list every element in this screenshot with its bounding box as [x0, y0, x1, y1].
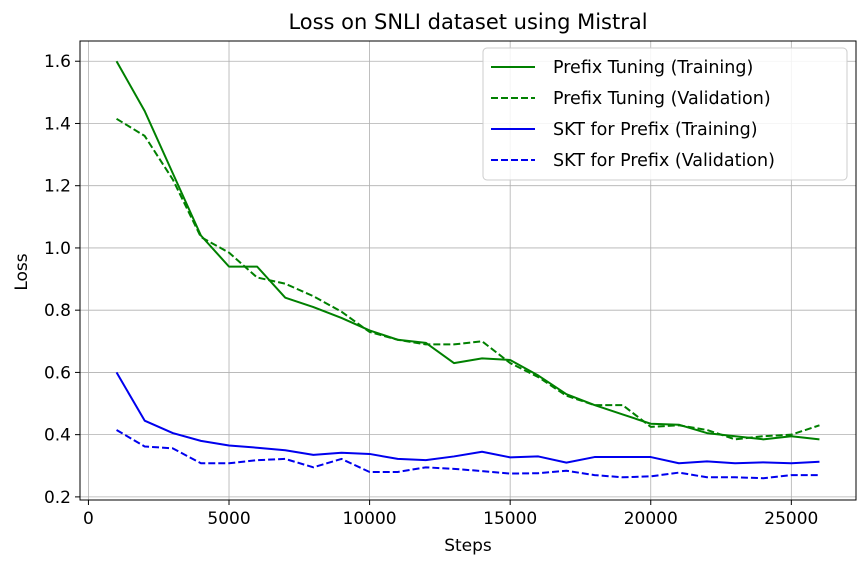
y-tick-label: 1.0 [44, 239, 71, 259]
x-tick-label: 10000 [343, 509, 397, 529]
y-axis-label: Loss [12, 253, 32, 290]
y-tick-label: 1.6 [44, 52, 71, 72]
x-tick-label: 5000 [207, 509, 250, 529]
legend-entry: Prefix Tuning (Training) [491, 58, 753, 78]
y-tick-label: 1.4 [44, 114, 71, 134]
series-line-skt-for-prefix-training [115, 371, 820, 465]
x-tick-label: 25000 [764, 509, 818, 529]
legend-entry: Prefix Tuning (Validation) [491, 89, 771, 109]
series-line-skt-for-prefix-validation [116, 429, 820, 480]
plot-area-frame [79, 40, 857, 501]
legend: Prefix Tuning (Training) Prefix Tuning (V… [482, 47, 848, 181]
chart-title: Loss on SNLI dataset using Mistral [288, 10, 647, 34]
x-axis-label: Steps [444, 536, 492, 556]
legend-label: Prefix Tuning (Validation) [553, 89, 771, 109]
y-tick-label: 0.8 [44, 301, 71, 321]
tick-layer: 0 5000 10000 15000 20000 25000 0.2 0.4 0.6 0.8 1.0… [44, 52, 818, 529]
legend-label: Prefix Tuning (Training) [553, 58, 753, 78]
x-tick-label: 0 [83, 509, 94, 529]
legend-label: SKT for Prefix (Training) [553, 120, 758, 140]
series-layer [115, 60, 820, 480]
y-tick-label: 1.2 [44, 177, 71, 197]
legend-box [482, 47, 848, 181]
y-tick-label: 0.4 [44, 426, 71, 446]
x-tick-label: 15000 [483, 509, 537, 529]
y-tick-label: 0.2 [44, 488, 71, 508]
legend-label: SKT for Prefix (Validation) [553, 151, 775, 171]
legend-entry: SKT for Prefix (Validation) [491, 151, 775, 171]
series-line-prefix-tuning-validation [116, 117, 820, 441]
y-tick-label: 0.6 [44, 363, 71, 383]
series-line-prefix-tuning-training [115, 60, 820, 441]
x-tick-label: 20000 [624, 509, 678, 529]
legend-entry: SKT for Prefix (Training) [491, 120, 758, 140]
